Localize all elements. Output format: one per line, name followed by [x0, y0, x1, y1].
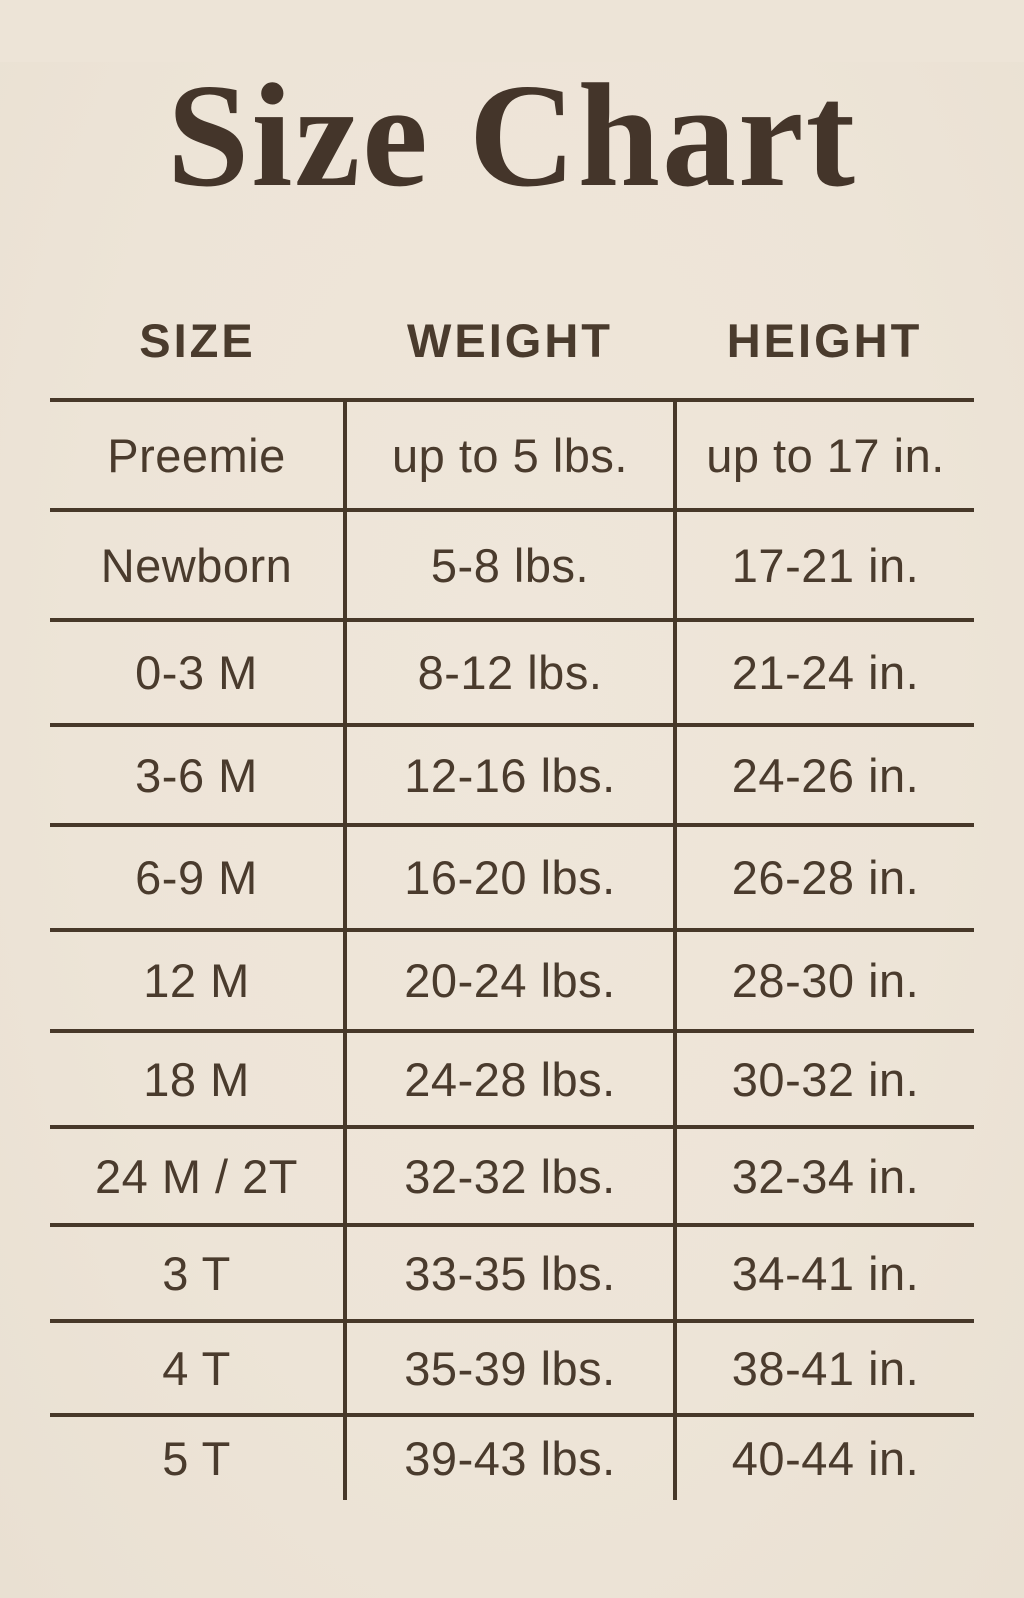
size-chart-page: Size Chart SIZE WEIGHT HEIGHT Preemie up… [0, 62, 1024, 1598]
weight-cell: 33-35 lbs. [343, 1223, 675, 1321]
weight-cell: up to 5 lbs. [343, 398, 675, 510]
size-cell: 4 T [50, 1319, 345, 1415]
size-cell: Newborn [50, 508, 345, 620]
page-title: Size Chart [167, 54, 857, 218]
weight-cell: 39-43 lbs. [343, 1413, 675, 1500]
size-cell: 24 M / 2T [50, 1125, 345, 1225]
weight-cell: 35-39 lbs. [343, 1319, 675, 1415]
weight-cell: 20-24 lbs. [343, 928, 675, 1031]
height-cell: 38-41 in. [673, 1319, 974, 1415]
table-row-18m: 18 M 24-28 lbs. 30-32 in. [50, 1029, 974, 1127]
height-cell: 24-26 in. [673, 723, 974, 825]
weight-cell: 24-28 lbs. [343, 1029, 675, 1127]
height-cell: 30-32 in. [673, 1029, 974, 1127]
table-row-newborn: Newborn 5-8 lbs. 17-21 in. [50, 508, 974, 620]
weight-cell: 5-8 lbs. [343, 508, 675, 620]
column-header-size: SIZE [139, 314, 256, 367]
height-cell: 28-30 in. [673, 928, 974, 1031]
height-cell: 17-21 in. [673, 508, 974, 620]
table-row-12m: 12 M 20-24 lbs. 28-30 in. [50, 928, 974, 1031]
weight-cell: 32-32 lbs. [343, 1125, 675, 1225]
table-row-3-6m: 3-6 M 12-16 lbs. 24-26 in. [50, 723, 974, 825]
size-cell: 3 T [50, 1223, 345, 1321]
size-cell: 5 T [50, 1413, 345, 1500]
size-table: SIZE WEIGHT HEIGHT Preemie up to 5 lbs. … [50, 210, 974, 1500]
column-header-height: HEIGHT [726, 314, 923, 367]
height-cell: up to 17 in. [673, 398, 974, 510]
size-cell: 0-3 M [50, 618, 345, 725]
weight-cell: 16-20 lbs. [343, 823, 675, 930]
height-cell: 40-44 in. [673, 1413, 974, 1500]
table-row-5t: 5 T 39-43 lbs. 40-44 in. [50, 1413, 974, 1500]
height-cell: 34-41 in. [673, 1223, 974, 1321]
table-row-preemie: Preemie up to 5 lbs. up to 17 in. [50, 398, 974, 510]
table-row-24m-2t: 24 M / 2T 32-32 lbs. 32-34 in. [50, 1125, 974, 1225]
height-cell: 21-24 in. [673, 618, 974, 725]
column-header-weight: WEIGHT [407, 314, 613, 367]
table-row-0-3m: 0-3 M 8-12 lbs. 21-24 in. [50, 618, 974, 725]
table-row-4t: 4 T 35-39 lbs. 38-41 in. [50, 1319, 974, 1415]
size-cell: 12 M [50, 928, 345, 1031]
table-row-3t: 3 T 33-35 lbs. 34-41 in. [50, 1223, 974, 1321]
weight-cell: 8-12 lbs. [343, 618, 675, 725]
height-cell: 26-28 in. [673, 823, 974, 930]
weight-cell: 12-16 lbs. [343, 723, 675, 825]
size-cell: 18 M [50, 1029, 345, 1127]
size-cell: 3-6 M [50, 723, 345, 825]
height-cell: 32-34 in. [673, 1125, 974, 1225]
size-cell: 6-9 M [50, 823, 345, 930]
table-header-row: SIZE WEIGHT HEIGHT [50, 210, 974, 400]
table-row-6-9m: 6-9 M 16-20 lbs. 26-28 in. [50, 823, 974, 930]
size-cell: Preemie [50, 398, 345, 510]
